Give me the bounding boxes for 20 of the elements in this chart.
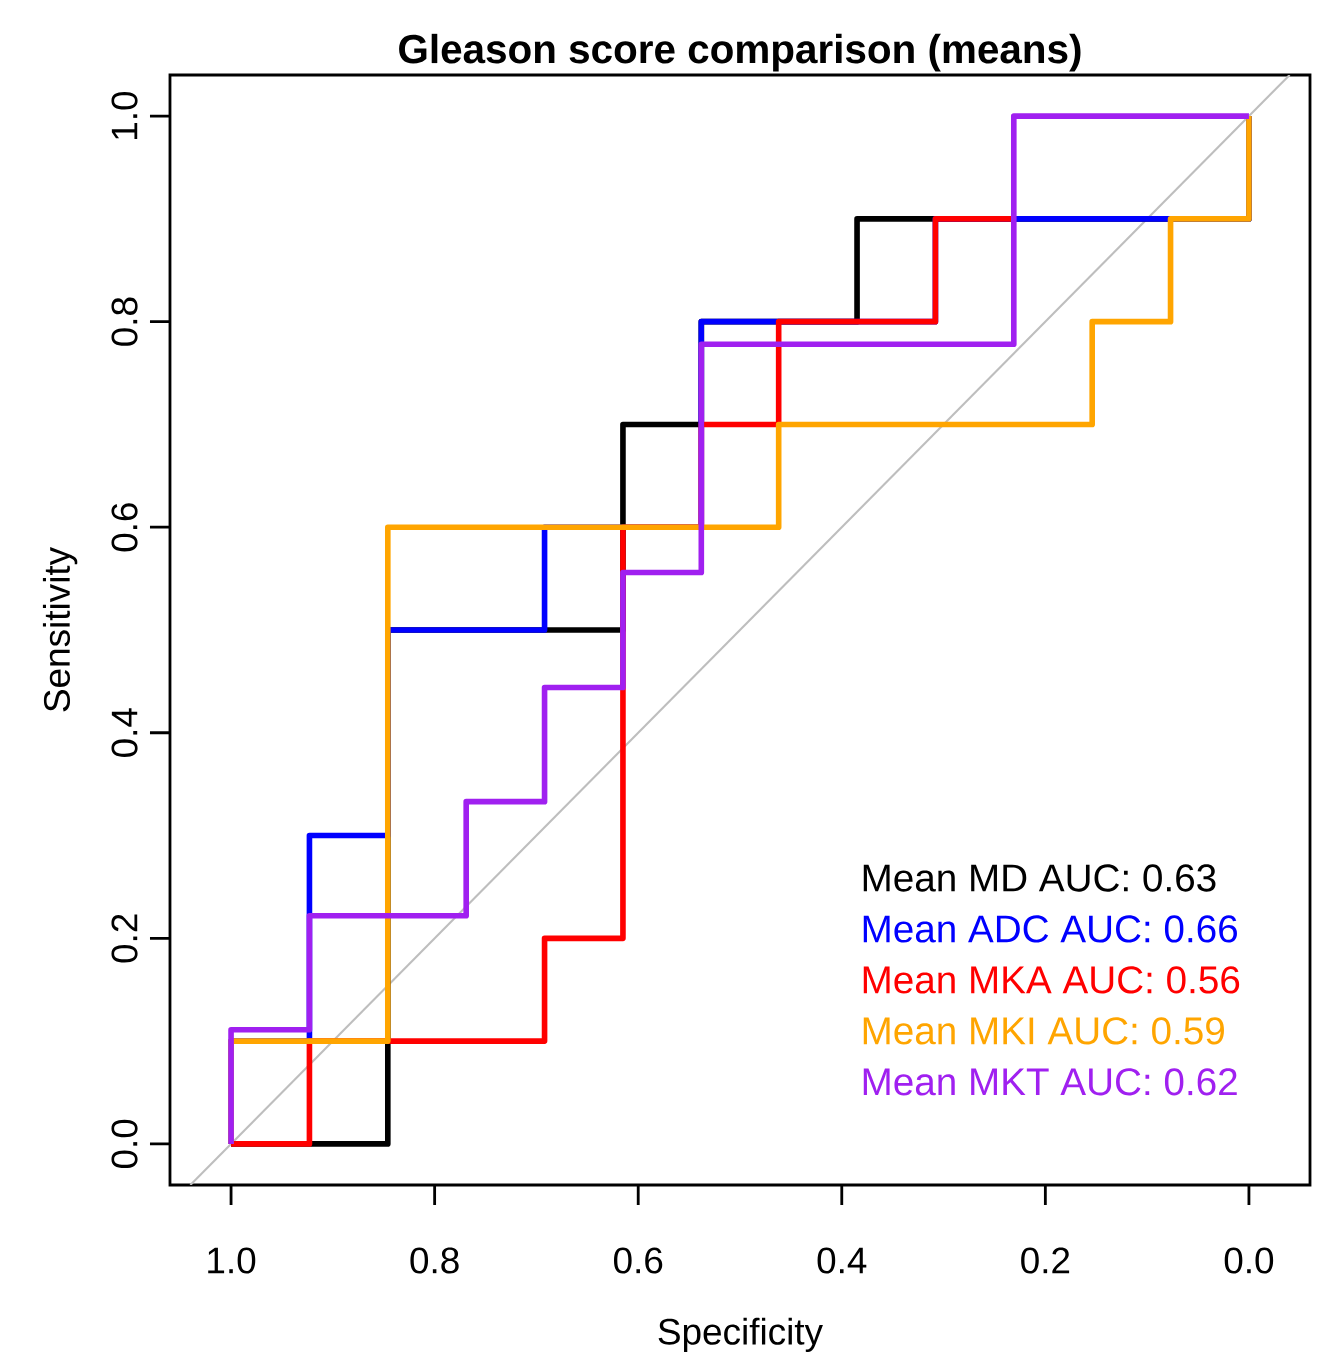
text: Mean MKT AUC: 0.62	[863, 1068, 1237, 1096]
y-tick-label: 0.0	[111, 1119, 138, 1169]
y-tick-label: 0.2	[111, 914, 138, 963]
x-tick-label: 0.0	[1224, 1247, 1274, 1274]
text: Mean MD AUC: 0.63	[863, 864, 1216, 892]
y-tick-label: 0.8	[111, 297, 138, 346]
x-axis-title: Specificity	[658, 1317, 823, 1353]
text: Mean MKA AUC: 0.56	[863, 966, 1240, 994]
chart-title: Gleason score comparison (means)	[399, 33, 1081, 72]
x-tick-label: 1.0	[208, 1247, 256, 1274]
text: Mean ADC AUC: 0.66	[863, 915, 1237, 943]
x-tick-label: 0.6	[613, 1247, 663, 1274]
x-tick-label: 0.2	[1021, 1247, 1070, 1274]
y-tick-label: 0.6	[111, 503, 138, 552]
y-tick-label: 1.0	[111, 91, 138, 139]
y-tick-label: 0.4	[111, 708, 138, 757]
y-axis-title: Sensitivity	[42, 547, 78, 712]
x-tick-label: 0.8	[410, 1247, 459, 1274]
x-tick-label: 0.4	[817, 1247, 867, 1274]
text: Mean MKI AUC: 0.59	[863, 1017, 1224, 1045]
